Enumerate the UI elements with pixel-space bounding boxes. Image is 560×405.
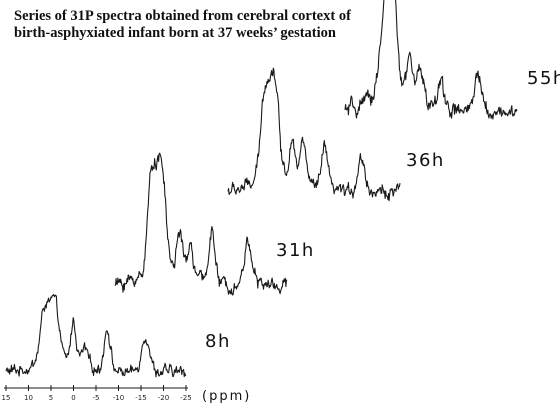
ppm-tick-label-0: 0 — [71, 394, 75, 402]
spectrum-8h: 8h — [5, 293, 231, 378]
series-label-36h: 36h — [406, 150, 445, 171]
spectrum-55h: 55h — [344, 0, 560, 120]
ppm-axis: 15 10 5 0 -5 -10 -15 -20 -25 (ppm) — [2, 385, 251, 404]
ppm-tick-label-5: 5 — [49, 394, 53, 402]
spectrum-line-55h — [344, 0, 518, 120]
series-label-55h: 55h — [527, 68, 560, 89]
chart-title-line-1: Series of 31P spectra obtained from cere… — [14, 8, 351, 24]
ppm-tick-label--15: -15 — [135, 394, 146, 402]
x-axis-label: (ppm) — [202, 389, 251, 404]
spectrum-line-36h — [227, 67, 401, 202]
series-label-31h: 31h — [276, 240, 315, 261]
ppm-tick-label--25: -25 — [180, 394, 191, 402]
ppm-tick-label-10: 10 — [24, 394, 33, 402]
ppm-tick-label--5: -5 — [93, 394, 100, 402]
ppm-tick-label-15: 15 — [2, 394, 11, 402]
chart-title: Series of 31P spectra obtained from cere… — [14, 8, 351, 42]
series-layer: 8h 31h 36h 55h — [5, 0, 560, 378]
chart-title-line-2: birth-asphyxiated infant born at 37 week… — [14, 25, 336, 41]
spectrum-line-8h — [5, 293, 187, 378]
spectrum-36h: 36h — [227, 67, 445, 202]
ppm-tick-label--20: -20 — [158, 394, 169, 402]
spectrum-31h: 31h — [114, 152, 315, 296]
spectrum-line-31h — [114, 152, 288, 296]
series-label-8h: 8h — [205, 331, 231, 352]
ppm-tick-label--10: -10 — [113, 394, 124, 402]
